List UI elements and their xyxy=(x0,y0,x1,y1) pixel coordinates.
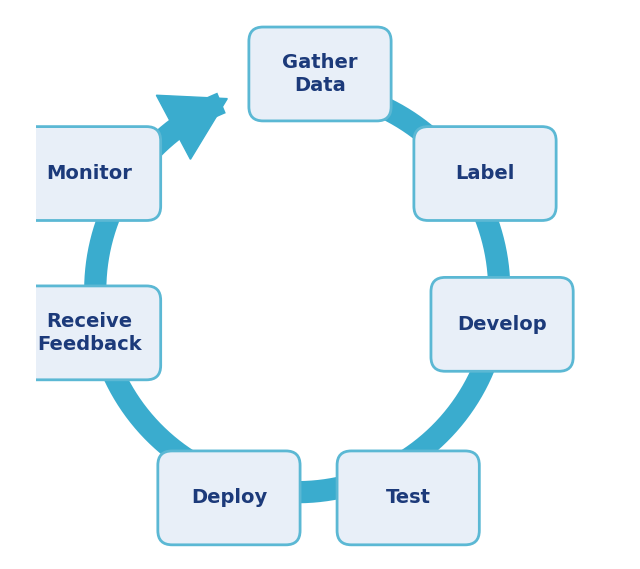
FancyBboxPatch shape xyxy=(414,127,556,221)
Polygon shape xyxy=(156,95,227,159)
FancyBboxPatch shape xyxy=(19,127,161,221)
Text: Gather
Data: Gather Data xyxy=(282,53,358,95)
Text: Develop: Develop xyxy=(457,315,547,334)
Text: Label: Label xyxy=(455,164,515,183)
FancyBboxPatch shape xyxy=(337,451,479,545)
FancyBboxPatch shape xyxy=(19,286,161,380)
FancyBboxPatch shape xyxy=(158,451,300,545)
Text: Receive
Feedback: Receive Feedback xyxy=(37,312,142,354)
FancyBboxPatch shape xyxy=(249,27,391,121)
Text: Deploy: Deploy xyxy=(191,488,267,508)
Text: Monitor: Monitor xyxy=(47,164,132,183)
Text: Test: Test xyxy=(386,488,431,508)
FancyBboxPatch shape xyxy=(431,278,573,372)
